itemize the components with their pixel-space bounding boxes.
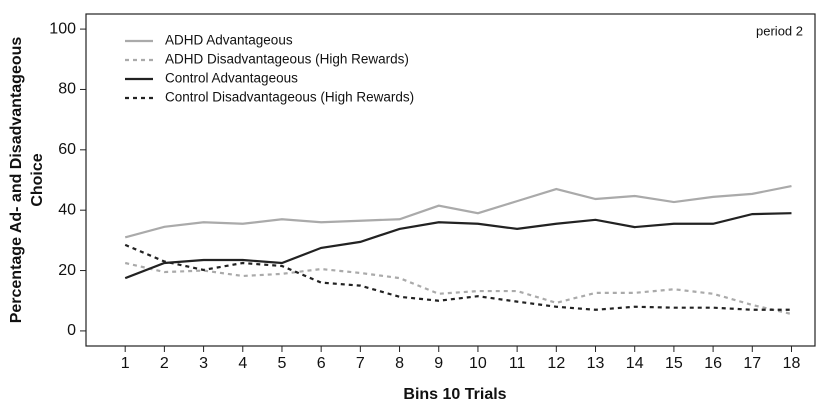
x-tick-label: 11 [509, 355, 526, 372]
series-line [124, 184, 792, 239]
x-tick-label: 10 [469, 355, 487, 372]
x-tick-label: 2 [160, 355, 169, 372]
x-tick-label: 14 [626, 355, 644, 372]
x-tick-label: 6 [317, 355, 326, 372]
y-tick-label: 40 [58, 201, 76, 218]
annotation: period 2 [756, 23, 803, 38]
legend-label: Control Advantageous [165, 71, 298, 86]
plot-frame [85, 13, 816, 347]
x-tick-label: 5 [278, 355, 287, 372]
x-tick-label: 15 [665, 355, 683, 372]
legend-label: Control Disadvantageous (High Rewards) [165, 90, 414, 105]
y-tick-label: 0 [67, 322, 76, 339]
y-tick-label: 20 [58, 262, 76, 279]
y-tick-label: 80 [58, 81, 76, 98]
x-tick-label: 16 [704, 355, 722, 372]
x-tick-label: 1 [121, 355, 130, 372]
series-line [124, 243, 792, 311]
x-tick-label: 3 [199, 355, 208, 372]
x-tick-label: 7 [356, 355, 365, 372]
x-tick-label: 12 [547, 355, 565, 372]
series-line [124, 261, 792, 316]
x-tick-label: 18 [783, 355, 801, 372]
y-tick-label: 100 [49, 20, 76, 37]
x-axis-title: Bins 10 Trials [403, 386, 506, 403]
y-tick-label: 60 [58, 141, 76, 158]
x-tick-label: 13 [587, 355, 605, 372]
legend-label: ADHD Disadvantageous (High Rewards) [165, 52, 409, 67]
x-tick-label: 4 [238, 355, 247, 372]
x-tick-label: 17 [743, 355, 761, 372]
y-axis-title: Choice [29, 153, 46, 206]
x-tick-label: 8 [395, 355, 404, 372]
legend-label: ADHD Advantageous [165, 33, 293, 48]
series-line [124, 212, 792, 280]
x-tick-label: 9 [434, 355, 443, 372]
y-axis-title: Percentage Ad- and Disadvantageous [8, 37, 25, 324]
